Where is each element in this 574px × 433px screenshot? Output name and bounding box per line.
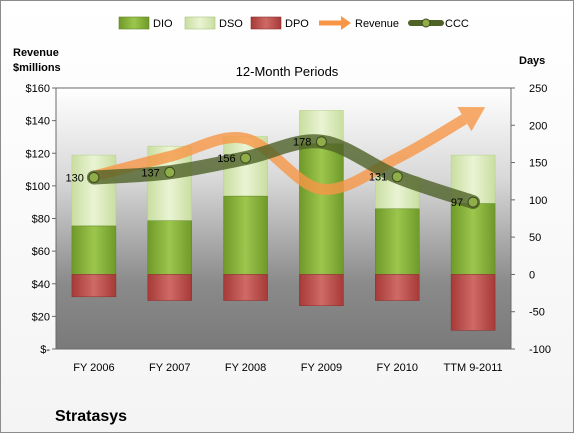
left-tick-label: $120 — [26, 148, 50, 160]
ccc-data-label: 137 — [141, 167, 159, 179]
left-axis: $- $20 $40 $60 $80 $100 $120 $140 $160 — [26, 83, 56, 356]
left-tick-label: $160 — [26, 83, 50, 95]
bar-dpo — [71, 274, 117, 298]
bar-dio — [223, 195, 268, 275]
x-tick-label: TTM 9-2011 — [444, 362, 503, 374]
legend-swatch — [341, 16, 351, 30]
x-axis: FY 2006 FY 2007 FY 2008 FY 2009 FY 2010 TTM 9… — [73, 362, 502, 374]
x-tick-label: FY 2008 — [225, 362, 266, 374]
right-tick-label: 50 — [529, 232, 541, 244]
left-tick-label: $140 — [26, 116, 50, 128]
revenue-series — [92, 107, 486, 195]
legend-label: DPO — [285, 18, 309, 30]
bar-dio — [71, 225, 117, 275]
ccc-data-label: 97 — [451, 197, 463, 209]
right-tick-label: 100 — [529, 195, 547, 207]
ccc-point — [467, 196, 479, 208]
x-tick-label: FY 2006 — [73, 362, 114, 374]
company-name: Stratasys — [55, 408, 127, 425]
right-tick-label: -50 — [529, 307, 545, 319]
bar-dso — [71, 154, 117, 227]
bar-dpo — [375, 274, 420, 301]
bar-dio — [147, 220, 192, 275]
revenue-line — [92, 114, 468, 195]
ccc-point — [164, 166, 176, 178]
bar-dpo — [147, 274, 192, 301]
legend-swatch — [250, 16, 282, 30]
right-axis: -100 -50 0 50 100 150 200 250 — [511, 83, 551, 356]
x-tick-label: FY 2007 — [149, 362, 190, 374]
left-axis-label-line-1: Revenue — [13, 47, 59, 59]
legend-label: CCC — [445, 18, 469, 30]
ccc-data-label: 156 — [217, 153, 235, 165]
ccc-point — [315, 136, 327, 148]
legend: DIO DSO DPO Revenue CCC — [118, 16, 469, 30]
legend-swatch — [421, 18, 431, 28]
right-tick-label: 150 — [529, 158, 547, 170]
bar-dio — [375, 208, 420, 275]
left-tick-label: $20 — [32, 311, 50, 323]
bar-dpo — [299, 274, 344, 306]
left-tick-label: $40 — [32, 279, 50, 291]
chart-title: 12-Month Periods — [236, 64, 339, 79]
x-tick-label: FY 2009 — [301, 362, 342, 374]
ccc-point — [391, 171, 403, 183]
revenue-arrowhead — [457, 107, 486, 132]
right-tick-label: 250 — [529, 83, 547, 95]
ccc-series: 130 137 156 178 131 97 — [66, 134, 481, 210]
bars — [71, 110, 496, 331]
bar-dpo — [223, 274, 268, 301]
left-tick-label: $100 — [26, 181, 50, 193]
legend-label: DIO — [153, 18, 173, 30]
legend-swatch — [118, 16, 150, 30]
ccc-point — [88, 171, 100, 183]
legend-label: Revenue — [355, 18, 399, 30]
left-axis-label-line-2: $millions — [13, 62, 61, 74]
right-axis-label: Days — [519, 55, 545, 67]
right-tick-label: -100 — [529, 344, 551, 356]
ccc-line — [86, 134, 481, 210]
right-tick-label: 0 — [529, 269, 535, 281]
left-tick-label: $80 — [32, 214, 50, 226]
left-tick-label: $60 — [32, 246, 50, 258]
bar-dio — [450, 203, 496, 275]
right-tick-label: 200 — [529, 120, 547, 132]
legend-swatch — [184, 16, 216, 30]
bar-dio — [299, 143, 344, 275]
ccc-data-label: 131 — [369, 172, 387, 184]
ccc-data-label: 130 — [66, 172, 84, 184]
legend-label: DSO — [219, 18, 243, 30]
ccc-data-label: 178 — [293, 137, 311, 149]
bar-dpo — [450, 274, 496, 331]
left-tick-label: $- — [40, 344, 50, 356]
x-tick-label: FY 2010 — [377, 362, 418, 374]
ccc-point — [240, 152, 252, 164]
